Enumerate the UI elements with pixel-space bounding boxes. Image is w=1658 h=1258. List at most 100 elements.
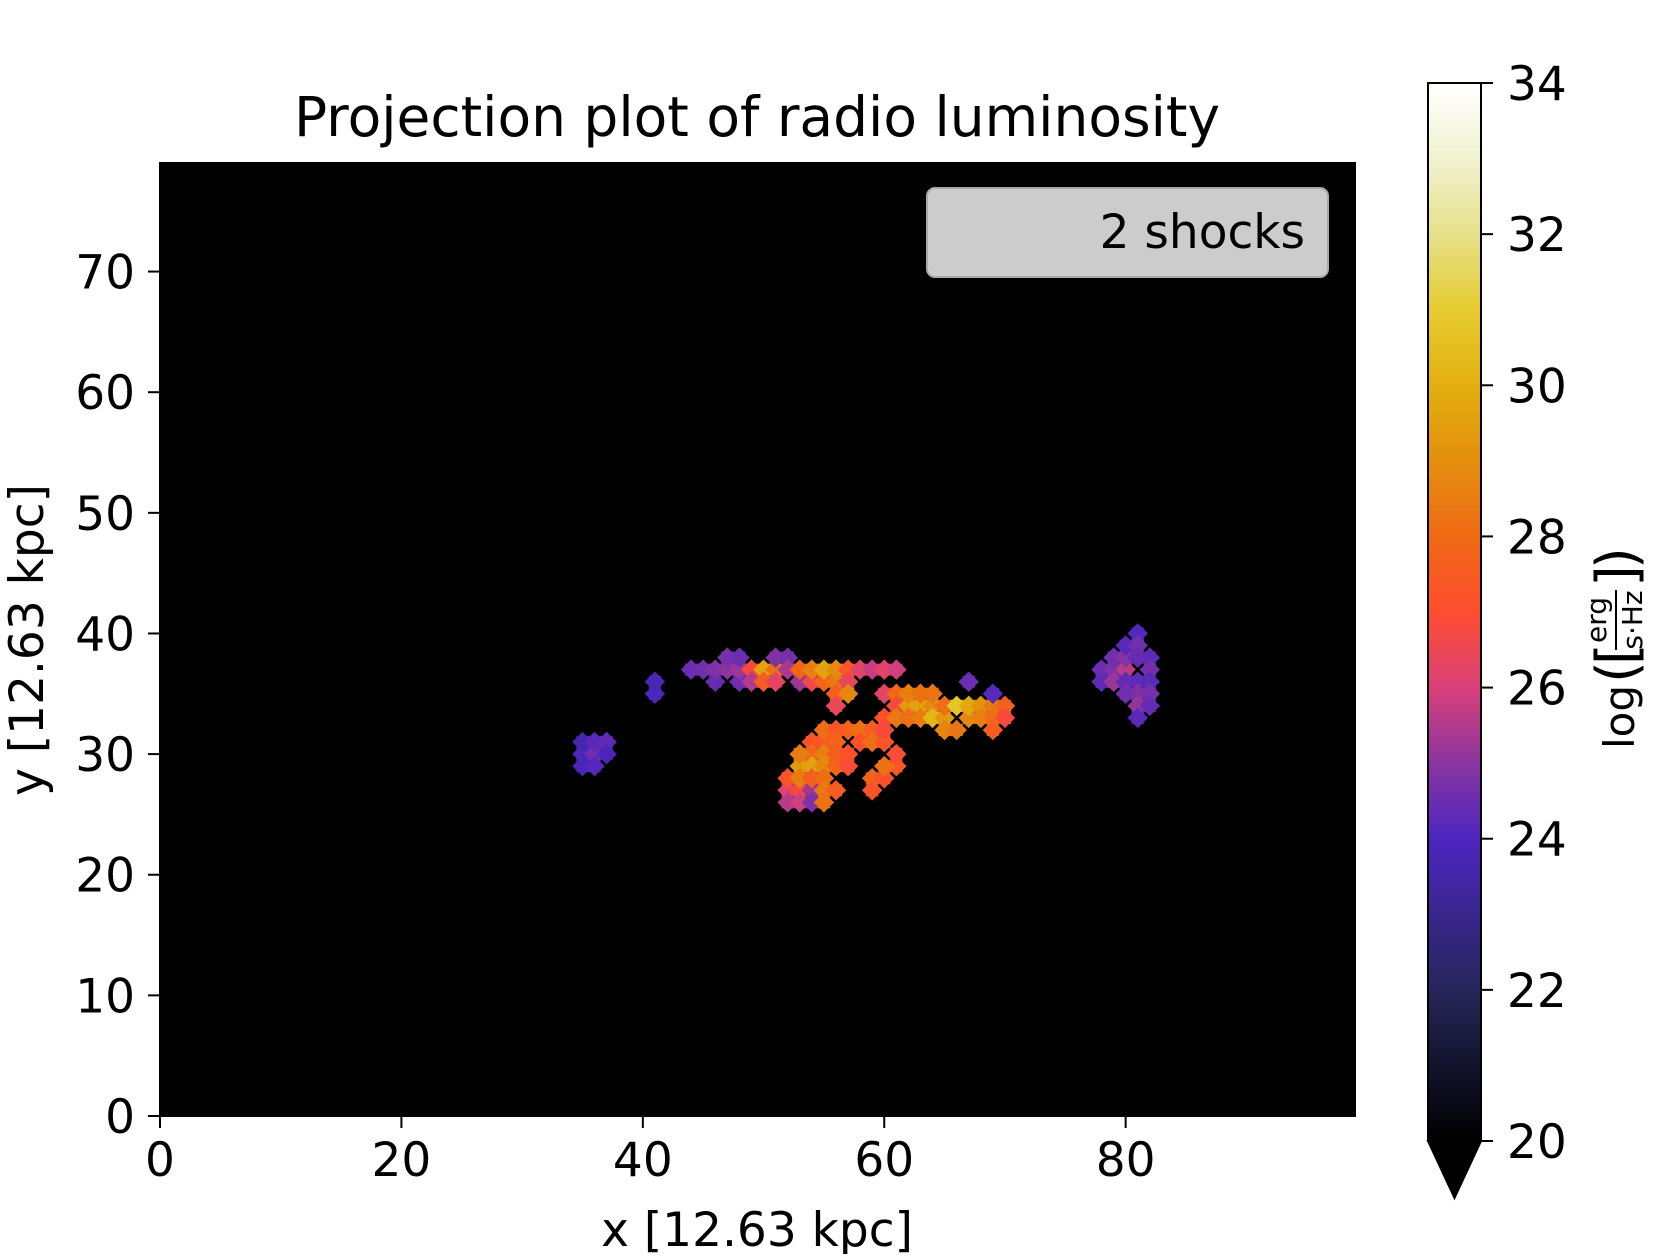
heatmap-cell-core [1119, 651, 1132, 664]
heatmap-cell-core [829, 748, 842, 761]
heatmap-cell-core [1095, 663, 1108, 676]
colorbar-tick-label: 30 [1507, 359, 1567, 414]
heatmap-cell-core [588, 760, 601, 773]
heatmap-cell-core [781, 796, 794, 809]
heatmap-cell-core [793, 796, 806, 809]
x-axis-label: x [12.63 kpc] [601, 1203, 913, 1254]
heatmap-cell-core [769, 675, 782, 688]
heatmap-cell-core [890, 687, 903, 700]
heatmap-cell-core [1131, 711, 1144, 724]
heatmap-cell-core [793, 663, 806, 676]
colorbar-tick-label: 20 [1507, 1115, 1567, 1170]
colorbar-tick-label: 34 [1507, 57, 1567, 112]
heatmap-cell-core [841, 748, 855, 761]
colorbar-unit-denominator: s·Hz [1616, 590, 1649, 649]
colorbar-tick-label: 22 [1507, 964, 1567, 1019]
colorbar-label-open-paren: ( [1585, 661, 1650, 683]
heatmap-cell-core [805, 748, 818, 761]
heatmap-cell-core [986, 687, 999, 700]
heatmap-cell-core [1143, 651, 1156, 664]
heatmap-cell-core [721, 663, 734, 676]
heatmap-cell-core [1143, 699, 1156, 712]
plot-background [160, 163, 1355, 1116]
heatmap-cell-core [817, 723, 830, 737]
y-tick-label: 40 [75, 607, 135, 662]
heatmap-cell-core [805, 736, 818, 749]
heatmap-cell-core [890, 663, 903, 676]
heatmap-cell-core [841, 723, 855, 737]
heatmap-cell-core [890, 760, 903, 773]
heatmap-cell-core [793, 772, 806, 785]
heatmap-cell-core [841, 760, 855, 773]
heatmap-cell-core [576, 760, 589, 773]
heatmap-cell-core [890, 711, 903, 724]
heatmap-cell-core [866, 723, 879, 737]
heatmap-cell-core [878, 711, 891, 724]
heatmap-cell-core [926, 687, 939, 700]
heatmap-cell-core [914, 711, 927, 724]
colorbar-ticks: 20 22 24 26 28 30 32 34 [1481, 57, 1567, 1170]
heatmap-cell-core [950, 699, 963, 712]
heatmap-cell-core [1095, 675, 1108, 688]
colorbar-gradient [1427, 82, 1482, 1142]
heatmap-cell-core [733, 651, 746, 664]
colorbar-tick-label: 32 [1507, 208, 1567, 263]
heatmap-cell-core [878, 663, 891, 676]
heatmap-cell-core [576, 748, 589, 761]
heatmap-cell-core [914, 699, 927, 712]
colorbar-label-close-bracket: ] [1585, 565, 1650, 587]
heatmap-cell-core [890, 748, 903, 761]
heatmap-cell-core [938, 723, 951, 737]
heatmap-cell-core [1119, 675, 1132, 688]
heatmap-cell-core [914, 687, 927, 700]
colorbar-label-prefix: log [1595, 685, 1644, 749]
heatmap-cells [572, 623, 1161, 813]
heatmap-cell-core [781, 784, 794, 797]
heatmap-cell-core [769, 663, 782, 676]
heatmap-cell-core [769, 651, 782, 664]
y-axis-label: y [12.63 kpc] [0, 484, 55, 796]
colorbar: 20 22 24 26 28 30 32 34 log ( [ erg s·Hz ] ) [1426, 57, 1650, 1201]
heatmap-cell-core [781, 663, 794, 676]
heatmap-cell-core [866, 663, 879, 676]
heatmap-cell-core [600, 748, 613, 761]
colorbar-tick-label: 24 [1507, 813, 1567, 868]
heatmap-cell-core [829, 784, 842, 797]
colorbar-unit-numerator: erg [1580, 597, 1613, 643]
heatmap-cell-core [805, 784, 818, 797]
heatmap-cell-core [902, 687, 915, 700]
heatmap-cell-core [697, 663, 710, 676]
heatmap-cell-core [600, 736, 613, 749]
heatmap-cell-core [648, 675, 661, 688]
heatmap-cell-core [817, 772, 830, 785]
heatmap-cell-core [793, 748, 806, 761]
heatmap-cell-core [805, 675, 818, 688]
heatmap-cell-core [685, 663, 698, 676]
heatmap-cell-core [926, 711, 939, 724]
colorbar-label-open-bracket: [ [1585, 643, 1650, 665]
heatmap-cell-core [878, 723, 891, 737]
heatmap-cell-core [938, 711, 951, 724]
annotation-text: 2 shocks [1100, 205, 1305, 260]
heatmap-cell-core [781, 772, 794, 785]
heatmap-cell-core [998, 699, 1011, 712]
heatmap-cell-core [829, 699, 842, 712]
heatmap-cell-core [757, 663, 770, 676]
colorbar-label: log ( [ erg s·Hz ] ) [1580, 547, 1650, 749]
heatmap-cell-core [998, 711, 1011, 724]
heatmap-cell-core [974, 699, 987, 712]
heatmap-cell-core [1131, 651, 1144, 664]
heatmap-cell-core [829, 675, 842, 688]
x-tick-label: 20 [372, 1133, 432, 1188]
heatmap-cell-core [829, 760, 842, 773]
y-tick-label: 10 [75, 969, 135, 1024]
y-tick-label: 60 [75, 366, 135, 421]
heatmap-cell-core [962, 711, 975, 724]
heatmap-cell-core [805, 760, 818, 773]
heatmap-cell-core [829, 736, 842, 749]
heatmap-cell-core [1107, 651, 1120, 664]
heatmap-cell-core [745, 675, 758, 688]
heatmap-cell-core [588, 748, 601, 761]
plot-frame [159, 162, 1356, 1117]
